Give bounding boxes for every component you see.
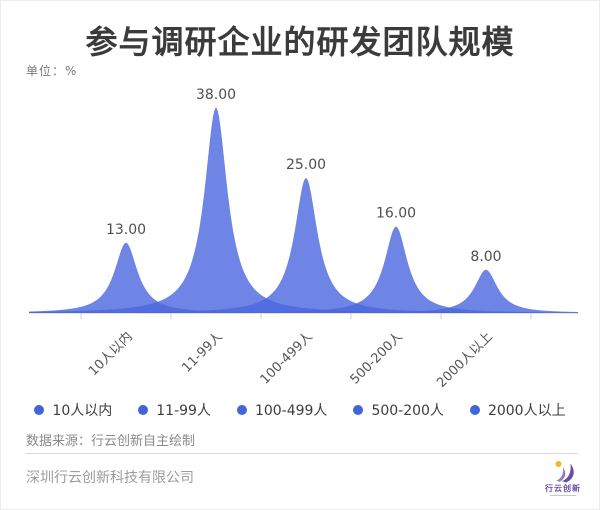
legend-item-2000人以上[interactable]: 2000人以上 (469, 400, 566, 420)
legend-item-11-99人[interactable]: 11-99人 (138, 400, 211, 420)
legend-label: 11-99人 (156, 403, 211, 419)
value-label: 8.00 (470, 249, 501, 265)
logo-tagline-rule (550, 495, 576, 496)
data-source-note: 数据来源：行云创新自主绘制 (26, 434, 196, 449)
company-name: 深圳行云创新科技有限公司 (26, 470, 194, 486)
chart-svg[interactable]: 13.00 38.00 25.00 16.00 8.00 10人以内 11-99人 100-4… (1, 81, 600, 396)
x-axis-label-2000人以上: 2000人以上 (434, 329, 496, 391)
area-series-2000人以上[interactable] (29, 269, 578, 313)
legend-marker-icon (469, 405, 480, 415)
footer-divider (26, 453, 578, 454)
unit-label: 单位：% (26, 64, 78, 78)
value-label: 38.00 (196, 87, 236, 103)
cloud-bird-logo-icon (555, 461, 574, 483)
company-logo: 行云创新 (541, 460, 585, 504)
legend-marker-icon (34, 405, 45, 415)
legend: 10人以内 11-99人 100-499人 500-200人 2000人以上 (1, 400, 599, 420)
logo-text: 行云创新 (545, 484, 581, 493)
legend-item-500-200人[interactable]: 500-200人 (353, 400, 444, 420)
legend-label: 2000人以上 (487, 403, 566, 419)
legend-item-10人以内[interactable]: 10人以内 (34, 400, 112, 420)
legend-marker-icon (138, 405, 149, 415)
x-axis-label-10人以内: 10人以内 (85, 329, 136, 380)
legend-marker-icon (353, 405, 364, 415)
legend-label: 500-200人 (371, 403, 444, 419)
legend-marker-icon (236, 405, 247, 415)
area-series-100-499人[interactable] (29, 178, 578, 313)
legend-label: 10人以内 (52, 403, 113, 419)
chart-title: 参与调研企业的研发团队规模 (85, 23, 515, 61)
x-axis-label-11-99人: 11-99人 (179, 329, 226, 376)
area-series-10人以内[interactable] (29, 242, 578, 313)
legend-label: 100-499人 (254, 403, 328, 419)
value-label: 13.00 (106, 222, 146, 238)
value-label: 16.00 (376, 206, 416, 222)
value-label: 25.00 (286, 157, 326, 173)
x-axis-label-100-499人: 100-499人 (258, 329, 316, 387)
legend-item-100-499人[interactable]: 100-499人 (236, 400, 328, 420)
x-axis-label-500-200人: 500-200人 (348, 329, 406, 387)
